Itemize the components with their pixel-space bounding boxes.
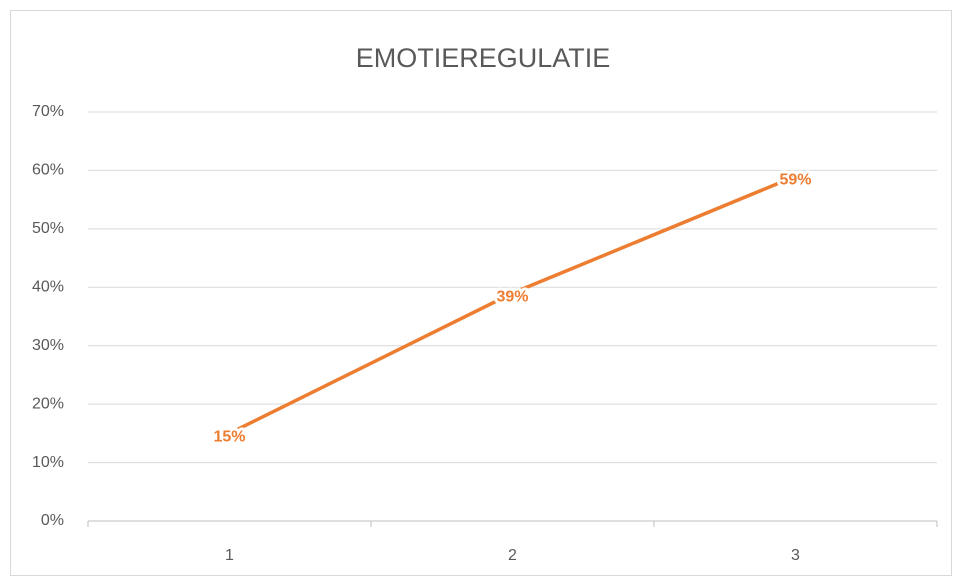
y-tick-label: 20% bbox=[32, 395, 64, 412]
x-tick-label: 3 bbox=[791, 547, 800, 564]
chart-title: EMOTIEREGULATIE bbox=[356, 43, 611, 73]
chart-frame bbox=[10, 10, 952, 576]
y-tick-label: 60% bbox=[32, 162, 64, 179]
line bbox=[227, 174, 798, 436]
y-tick-label: 10% bbox=[32, 454, 64, 471]
data-label: 59% bbox=[779, 171, 811, 188]
x-tick-label: 1 bbox=[225, 547, 234, 564]
y-tick-label: 40% bbox=[32, 279, 64, 296]
y-tick-label: 0% bbox=[41, 512, 64, 529]
y-tick-label: 30% bbox=[32, 337, 64, 354]
y-tick-label: 50% bbox=[32, 220, 64, 237]
data-label: 39% bbox=[496, 288, 528, 305]
y-tick-label: 70% bbox=[32, 103, 64, 120]
data-label: 15% bbox=[213, 429, 245, 446]
x-tick-label: 2 bbox=[508, 547, 517, 564]
